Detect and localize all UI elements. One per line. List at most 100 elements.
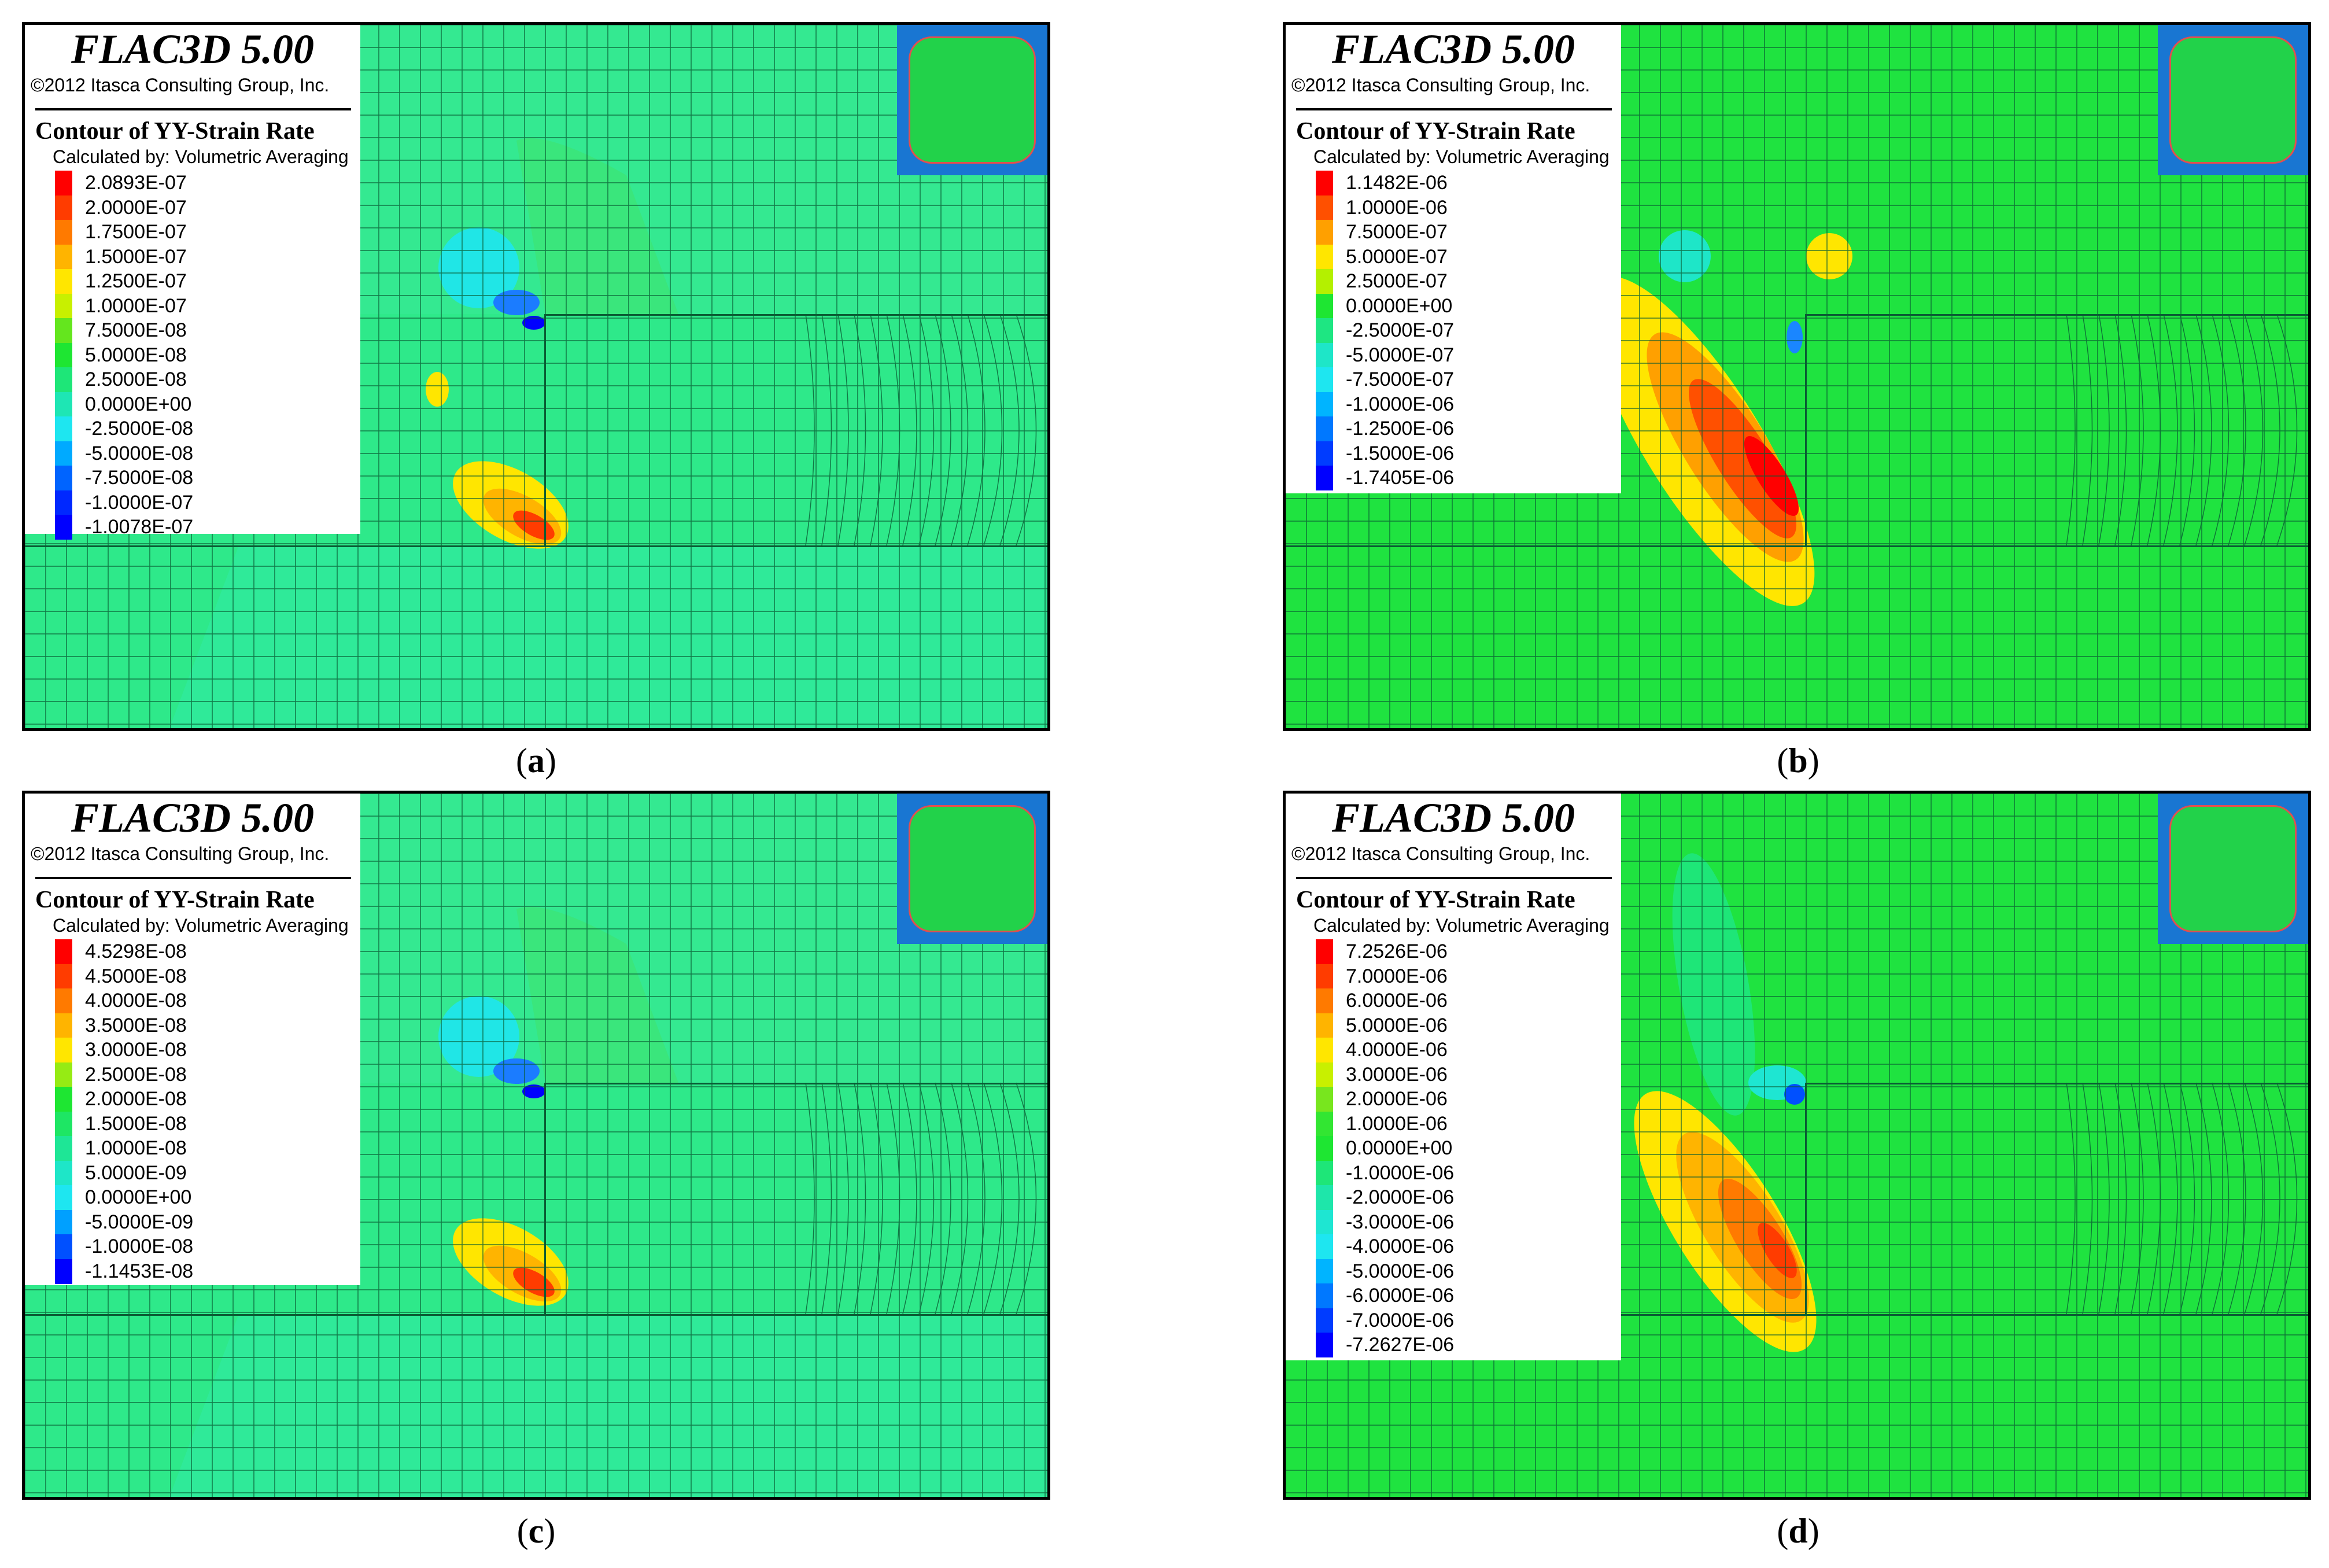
caption-a: (a) — [516, 741, 556, 780]
legend-value: -7.5000E-08 — [85, 467, 194, 489]
copyright-b: ©2012 Itasca Consulting Group, Inc. — [1291, 75, 1590, 95]
legend-swatch — [1316, 1209, 1333, 1235]
legend-swatch — [55, 466, 72, 490]
legend-swatch — [1316, 1136, 1333, 1161]
legend-swatch — [55, 441, 72, 466]
legend-swatch — [55, 1087, 72, 1112]
legend-swatch — [55, 1038, 72, 1062]
legend-value: 7.0000E-06 — [1346, 965, 1448, 987]
contour-title-a: Contour of YY-Strain Rate — [35, 118, 315, 145]
legend-value: -1.0078E-07 — [85, 516, 194, 538]
legend-swatch — [1316, 1111, 1333, 1137]
legend-value: 2.0000E-06 — [1346, 1088, 1448, 1110]
legend-value: -1.0000E-07 — [85, 491, 194, 514]
legend-swatch — [55, 318, 72, 343]
legend-swatch — [55, 964, 72, 989]
legend-value: 0.0000E+00 — [1346, 1137, 1453, 1159]
legend-value: 5.0000E-09 — [85, 1161, 187, 1184]
legend-value: 1.0000E-06 — [1346, 196, 1448, 219]
legend-value: -4.0000E-06 — [1346, 1235, 1455, 1257]
app-title-b: FLAC3D 5.00 — [1331, 26, 1575, 72]
legend-value: 5.0000E-08 — [85, 344, 187, 366]
legend-value: -2.0000E-06 — [1346, 1186, 1455, 1208]
legend-swatch — [1316, 1087, 1333, 1112]
legend-swatch — [1316, 1308, 1333, 1333]
legend-value: -1.2500E-06 — [1346, 418, 1455, 440]
legend-value: 4.0000E-08 — [85, 990, 187, 1012]
legend-swatch — [1316, 939, 1333, 964]
legend-swatch — [55, 293, 72, 319]
legend-swatch — [55, 1209, 72, 1235]
legend-value: 1.1482E-06 — [1346, 172, 1448, 194]
legend-a: FLAC3D 5.00 ©2012 Itasca Consulting Grou… — [25, 25, 360, 540]
legend-swatch — [55, 195, 72, 220]
legend-value: -1.0000E-06 — [1346, 1161, 1455, 1184]
legend-value: 7.5000E-08 — [85, 319, 187, 341]
legend-swatch — [1316, 1185, 1333, 1210]
contour-title-c: Contour of YY-Strain Rate — [35, 887, 315, 913]
legend-swatch — [1316, 1234, 1333, 1259]
legend-swatch — [55, 1259, 72, 1284]
legend-swatch — [1316, 318, 1333, 343]
legend-swatch — [1316, 269, 1333, 294]
legend-value: -5.0000E-07 — [1346, 344, 1455, 366]
legend-swatch — [1316, 1283, 1333, 1308]
legend-value: 2.0000E-07 — [85, 196, 187, 219]
legend-swatch — [55, 1013, 72, 1038]
divider-a — [35, 108, 351, 110]
legend-swatch — [55, 1062, 72, 1087]
legend-swatch — [1316, 392, 1333, 417]
contour-title-b: Contour of YY-Strain Rate — [1296, 118, 1575, 145]
legend-value: 1.0000E-07 — [85, 294, 187, 317]
legend-value: 6.0000E-06 — [1346, 990, 1448, 1012]
legend-swatch — [55, 416, 72, 441]
calc-method-b: Calculated by: Volumetric Averaging — [1313, 146, 1610, 167]
legend-swatch — [1316, 441, 1333, 466]
legend-swatch — [55, 1234, 72, 1259]
inset-thumbnail-c — [897, 794, 1047, 944]
legend-swatch — [55, 367, 72, 392]
legend-swatch — [55, 1136, 72, 1161]
legend-swatch — [55, 269, 72, 294]
calc-method-c: Calculated by: Volumetric Averaging — [53, 915, 349, 936]
legend-d: FLAC3D 5.00 ©2012 Itasca Consulting Grou… — [1286, 794, 1621, 1360]
legend-value: 2.5000E-08 — [85, 1063, 187, 1086]
legend-value: 4.5000E-08 — [85, 965, 187, 987]
legend-swatch — [1316, 293, 1333, 319]
legend-swatch — [1316, 1013, 1333, 1038]
legend-value: 1.5000E-08 — [85, 1112, 187, 1135]
legend-value: 2.5000E-08 — [85, 368, 187, 390]
legend-swatch — [55, 939, 72, 964]
legend-swatch — [55, 1111, 72, 1137]
caption-b: (b) — [1777, 741, 1819, 780]
legend-swatch — [1316, 244, 1333, 270]
contour-plot-c: FLAC3D 5.00 ©2012 Itasca Consulting Grou… — [22, 791, 1050, 1500]
copyright-a: ©2012 Itasca Consulting Group, Inc. — [31, 75, 330, 95]
legend-value: -1.7405E-06 — [1346, 467, 1455, 489]
legend-value: 1.0000E-06 — [1346, 1112, 1448, 1135]
legend-swatch — [1316, 988, 1333, 1013]
legend-value: -5.0000E-06 — [1346, 1260, 1455, 1282]
legend-swatch — [1316, 416, 1333, 441]
legend-value: 2.5000E-07 — [1346, 270, 1448, 292]
legend-value: -1.0000E-06 — [1346, 393, 1455, 415]
legend-swatch — [55, 988, 72, 1013]
legend-value: 4.0000E-06 — [1346, 1039, 1448, 1061]
legend-swatch — [55, 244, 72, 270]
legend-value: -3.0000E-06 — [1346, 1211, 1455, 1233]
copyright-d: ©2012 Itasca Consulting Group, Inc. — [1291, 843, 1590, 864]
copyright-c: ©2012 Itasca Consulting Group, Inc. — [31, 843, 330, 864]
legend-c: FLAC3D 5.00 ©2012 Itasca Consulting Grou… — [25, 794, 360, 1285]
inset-thumbnail-b — [2158, 25, 2308, 175]
legend-value: 3.0000E-08 — [85, 1039, 187, 1061]
inset-thumbnail-a — [897, 25, 1047, 175]
legend-value: 5.0000E-07 — [1346, 245, 1448, 268]
legend-swatch — [1316, 1259, 1333, 1284]
legend-swatch — [1316, 1333, 1333, 1357]
legend-value: -7.0000E-06 — [1346, 1309, 1455, 1331]
legend-swatch — [55, 1185, 72, 1210]
legend-value: -6.0000E-06 — [1346, 1285, 1455, 1307]
divider-b — [1296, 108, 1612, 110]
legend-value: 7.2526E-06 — [1346, 940, 1448, 962]
legend-value: 0.0000E+00 — [1346, 294, 1453, 317]
